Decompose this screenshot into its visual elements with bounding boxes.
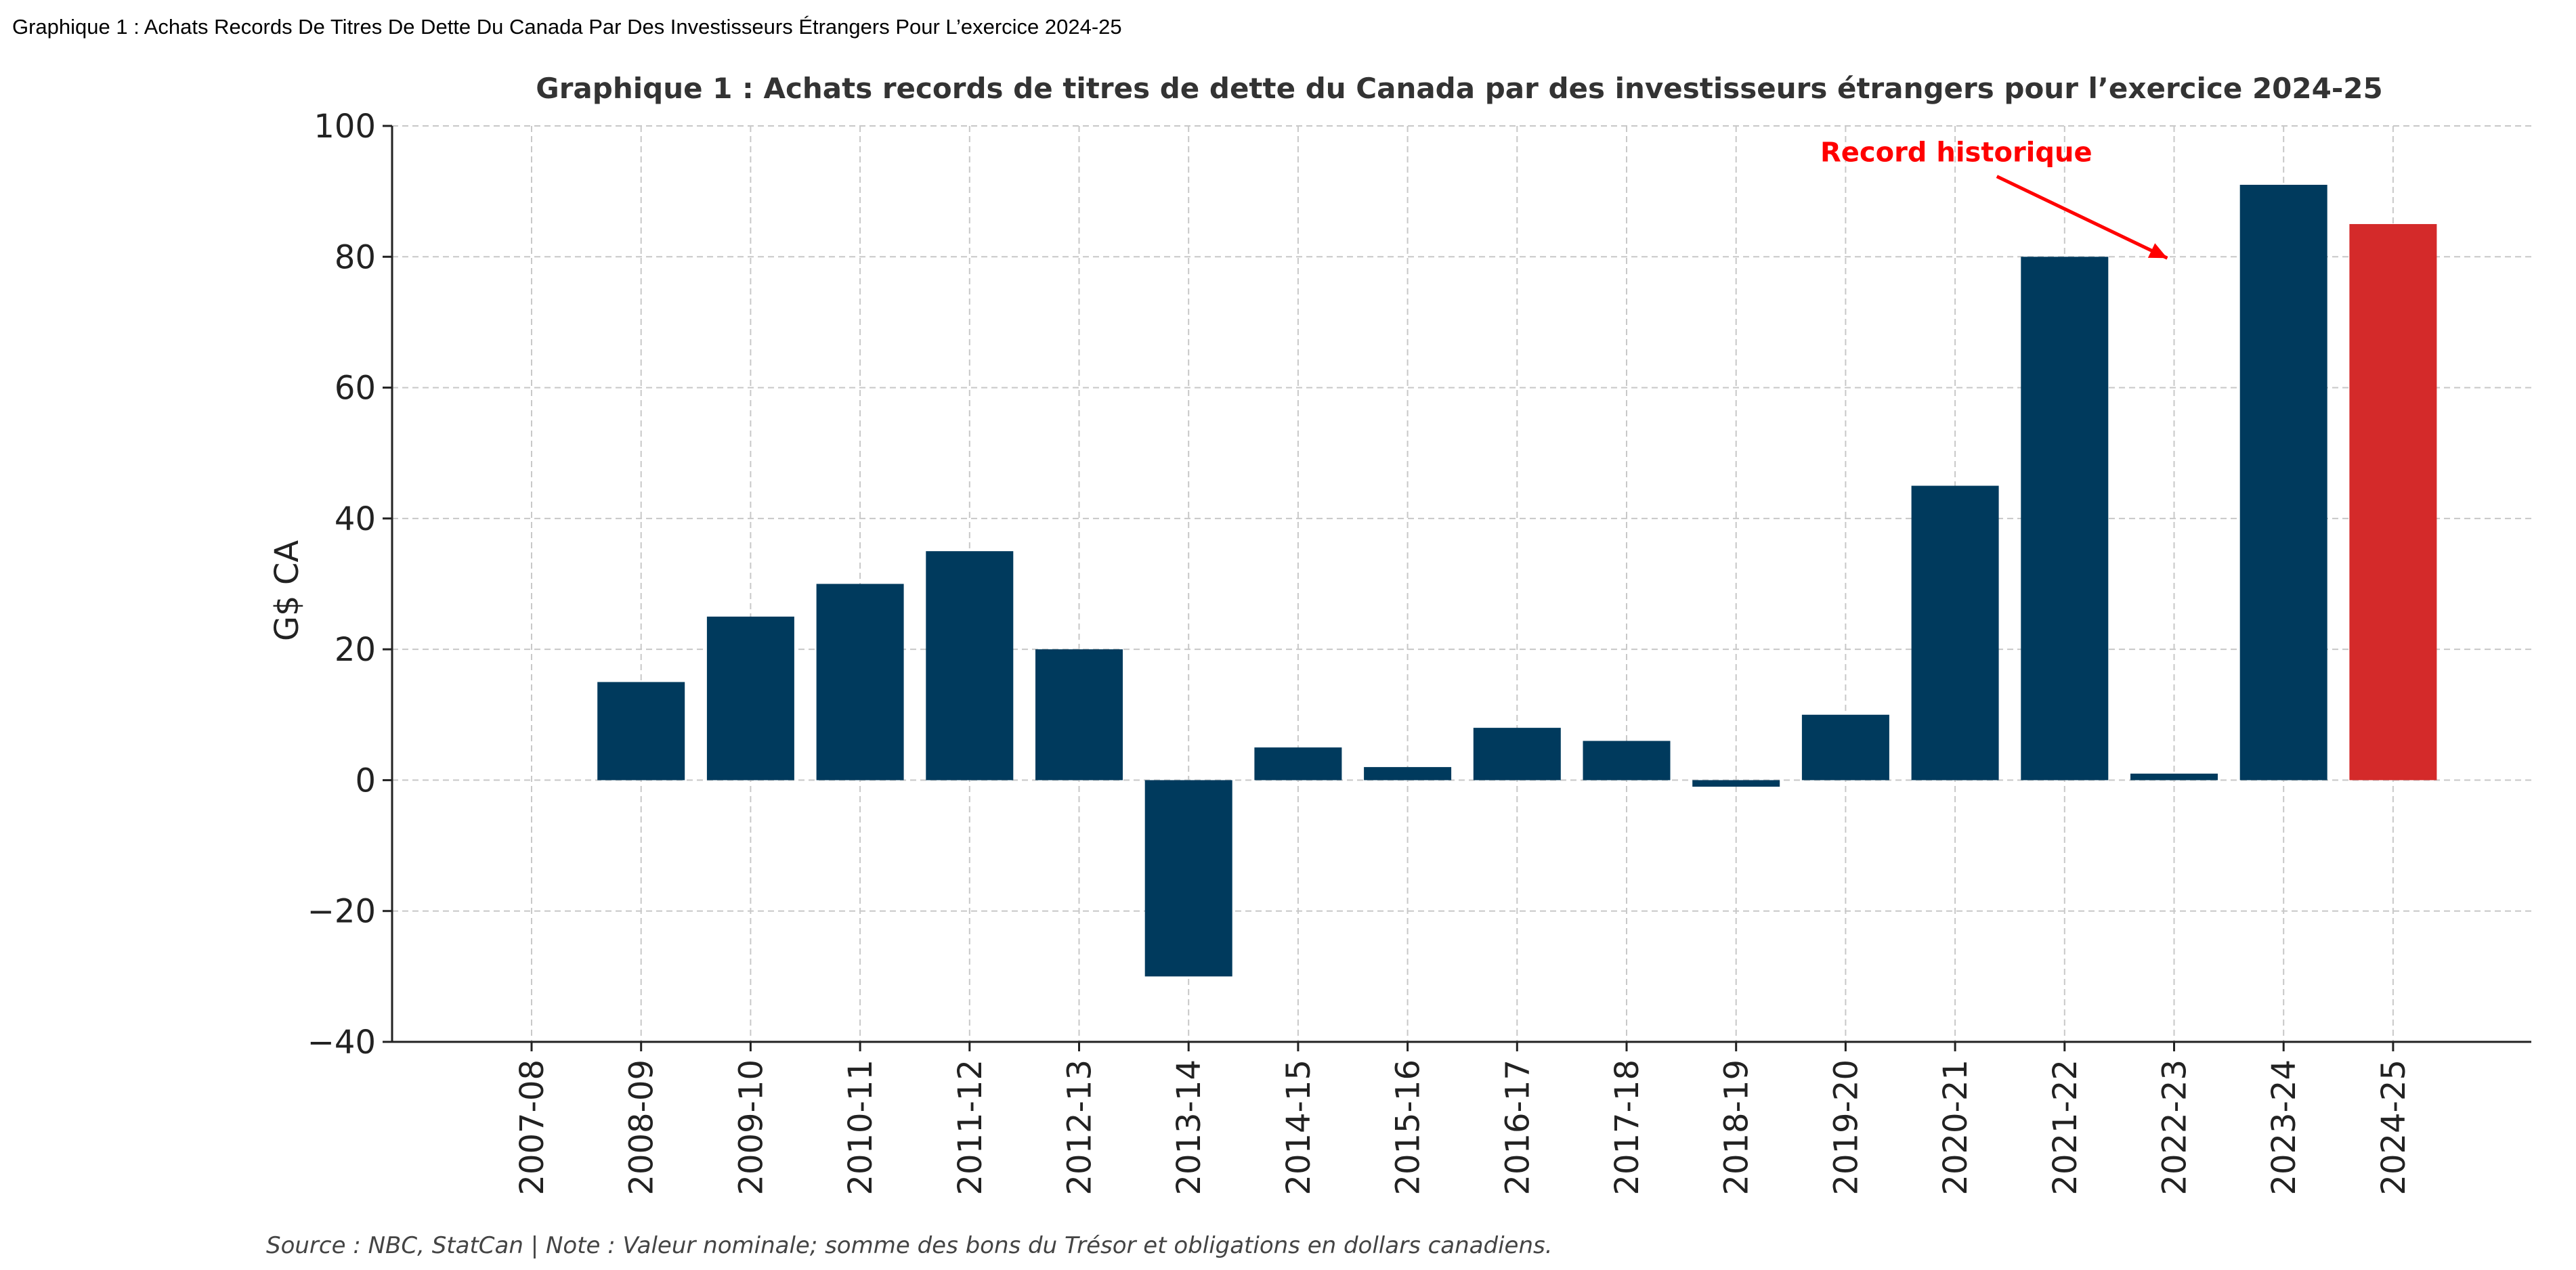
bar-2024-25 xyxy=(2349,223,2437,781)
x-tick-label: 2020-21 xyxy=(1937,1059,1975,1196)
bar-2017-18 xyxy=(1583,741,1671,781)
x-tick-label: 2024-25 xyxy=(2375,1059,2413,1196)
bar-2014-15 xyxy=(1254,747,1342,781)
x-tick-label: 2014-15 xyxy=(1280,1059,1318,1196)
annotation-arrow xyxy=(1996,175,2168,260)
bar-2010-11 xyxy=(816,584,904,781)
bar-2023-24 xyxy=(2239,184,2327,781)
annotation-label: Record historique xyxy=(1820,137,2092,169)
y-tick-label: −20 xyxy=(307,893,376,931)
bar-2019-20 xyxy=(1801,714,1889,781)
x-tick-label: 2019-20 xyxy=(1827,1059,1865,1196)
y-ticks: −40 −20 0 20 40 60 80 100 xyxy=(307,108,392,1061)
chart-title: Graphique 1 : Achats records de titres d… xyxy=(536,72,2382,105)
bar-2009-10 xyxy=(706,616,794,781)
x-tick-label: 2018-19 xyxy=(1718,1059,1756,1196)
x-tick-label: 2010-11 xyxy=(842,1059,880,1196)
bar-2016-17 xyxy=(1473,728,1561,781)
bar-2013-14 xyxy=(1144,780,1232,977)
x-tick-label: 2015-16 xyxy=(1390,1059,1427,1196)
x-tick-label: 2016-17 xyxy=(1499,1059,1537,1196)
x-ticks: 2007-08 2008-09 2009-10 2010-11 2011-12 2012-… xyxy=(513,1042,2413,1196)
x-tick-label: 2011-12 xyxy=(951,1059,989,1196)
bar-2022-23 xyxy=(2130,773,2218,781)
axes xyxy=(391,126,2531,1043)
y-tick-label: −40 xyxy=(307,1024,376,1061)
y-tick-label: 20 xyxy=(335,631,376,669)
bar-2008-09 xyxy=(597,682,685,781)
x-tick-label: 2022-23 xyxy=(2156,1059,2194,1196)
bar-2021-22 xyxy=(2021,257,2109,781)
bars xyxy=(597,184,2437,977)
y-tick-label: 0 xyxy=(355,762,376,800)
annotation-arrowhead xyxy=(2147,243,2168,259)
bar-2011-12 xyxy=(926,551,1014,781)
x-tick-label: 2023-24 xyxy=(2265,1059,2303,1196)
bar-2020-21 xyxy=(1911,485,1999,781)
x-tick-label: 2017-18 xyxy=(1608,1059,1646,1196)
source-note: Source : NBC, StatCan | Note : Valeur no… xyxy=(266,1232,1553,1259)
annotation: Record historique xyxy=(1820,137,2168,260)
y-tick-label: 60 xyxy=(335,370,376,408)
x-tick-label: 2021-22 xyxy=(2046,1059,2084,1196)
y-tick-label: 80 xyxy=(335,238,376,276)
x-tick-label: 2013-14 xyxy=(1170,1059,1208,1196)
x-tick-label: 2008-09 xyxy=(623,1059,661,1196)
x-tick-label: 2009-10 xyxy=(732,1059,770,1196)
y-tick-label: 40 xyxy=(335,500,376,538)
grid-lines xyxy=(392,125,2531,1043)
x-tick-label: 2007-08 xyxy=(513,1059,551,1196)
y-axis-label: G$ CA xyxy=(268,540,306,642)
bar-2012-13 xyxy=(1035,649,1123,781)
page-header: Graphique 1 : Achats Records De Titres D… xyxy=(12,15,1122,39)
bar-2015-16 xyxy=(1364,767,1452,781)
y-tick-label: 100 xyxy=(314,108,376,146)
x-tick-label: 2012-13 xyxy=(1061,1059,1099,1196)
bar-2018-19 xyxy=(1692,780,1780,787)
